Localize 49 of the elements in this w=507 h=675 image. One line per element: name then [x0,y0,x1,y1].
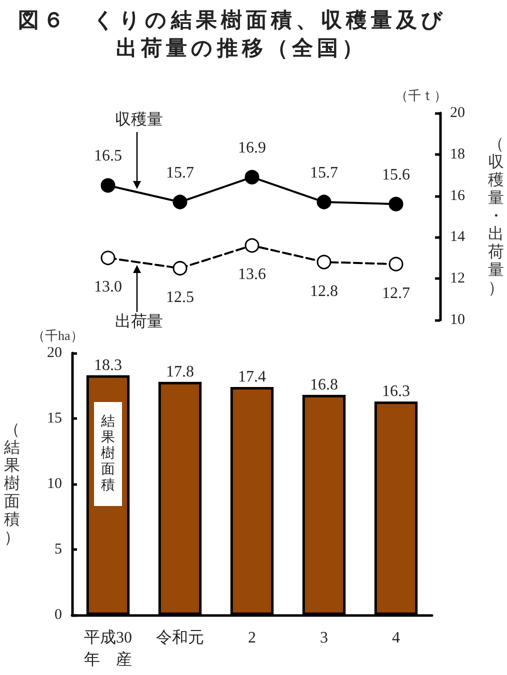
data-label: 15.7 [310,164,338,182]
y-tick-label: 10 [47,476,62,492]
y-tick-label: 10 [450,312,465,328]
data-label: 13.0 [94,278,122,296]
data-label: 17.8 [166,363,194,380]
y-tick-label: 16 [450,188,466,204]
text: （千ha） [32,328,84,343]
point [172,194,188,210]
data-label: 16.8 [310,376,338,394]
point [244,170,260,184]
y-tick-label: 14 [450,229,466,246]
data-label: 12.5 [166,289,194,306]
point [388,256,404,272]
text: 出荷量 [114,312,163,331]
y-axis-title: （結果樹面積） [3,422,20,546]
point [388,196,404,212]
chart-title: 図６ くりの結果樹面積、収穫量及び出荷量の推移（全国） [18,7,448,62]
y-tick-label: 20 [47,345,62,361]
data-label: 17.4 [238,368,266,386]
data-label: 16.9 [238,139,266,156]
text: 収穫量 [114,110,163,129]
data-label: 15.6 [382,166,410,184]
point [100,250,116,266]
point [316,254,332,270]
y-tick-label: 20 [450,105,465,121]
point [316,194,332,210]
point [100,178,116,193]
data-label: 16.5 [94,148,122,165]
y-tick-label: 15 [47,410,62,426]
text: （千ｔ） [395,88,447,103]
series-label: 結果樹面積 [100,413,115,494]
data-label: 12.7 [382,284,410,302]
x-tick-label: 3 [320,630,328,646]
y-tick-label: 18 [450,146,465,162]
point [244,238,260,253]
point [172,261,188,276]
y-tick-label: 12 [450,270,465,287]
data-label: 15.7 [166,164,194,182]
data-label: 18.3 [94,356,122,374]
x-tick-label: 平成30 年 産 [84,628,132,668]
data-label: 16.3 [382,382,410,400]
text: （収穫量・出荷量） [488,136,504,297]
x-tick-label: 4 [392,630,400,646]
y-tick-label: 5 [54,542,62,558]
x-tick-label: 2 [248,630,256,646]
data-label: 12.8 [310,282,338,300]
x-tick-label: 令和元 [156,628,204,646]
data-label: 13.6 [238,266,266,284]
y-tick-label: 0 [54,607,62,623]
